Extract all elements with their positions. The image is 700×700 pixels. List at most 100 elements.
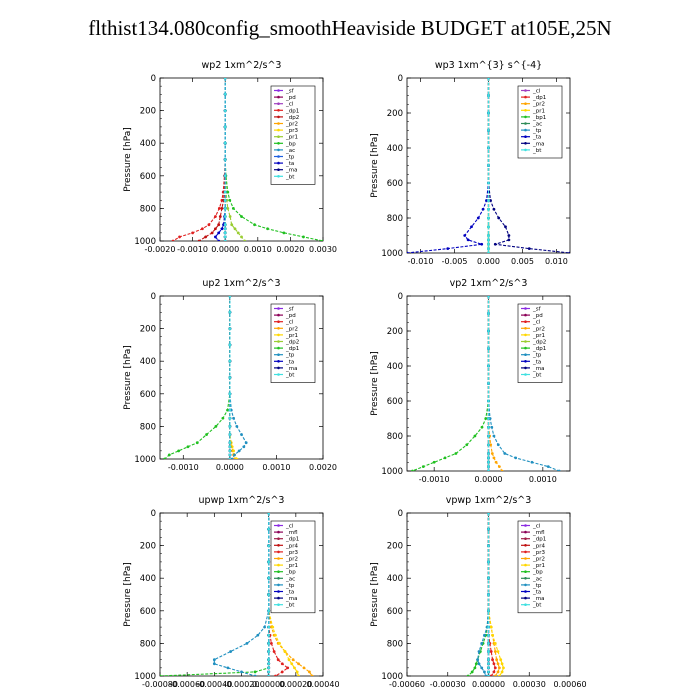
data-point bbox=[231, 207, 235, 210]
data-point bbox=[223, 215, 227, 218]
chart-title: vpwp 1xm^2/s^3 bbox=[446, 495, 532, 506]
legend-label: _ta bbox=[532, 590, 541, 596]
data-point bbox=[473, 666, 477, 670]
legend-marker bbox=[277, 320, 280, 324]
data-point bbox=[530, 460, 534, 464]
legend-box bbox=[517, 303, 563, 383]
data-point bbox=[291, 658, 295, 662]
data-point bbox=[226, 666, 230, 670]
data-point bbox=[487, 460, 490, 464]
legend-marker bbox=[524, 353, 527, 357]
x-tick-label: -0.0020 bbox=[145, 245, 176, 254]
data-point bbox=[477, 662, 481, 666]
data-point bbox=[466, 238, 470, 242]
data-point bbox=[489, 674, 493, 676]
series-group bbox=[466, 513, 505, 676]
legend-marker bbox=[524, 148, 527, 152]
legend-label: _ma bbox=[532, 141, 544, 147]
data-point bbox=[235, 457, 239, 459]
legend-label: _dp2 bbox=[285, 115, 299, 121]
legend-marker bbox=[277, 122, 280, 125]
x-tick-label: -0.00060 bbox=[389, 680, 425, 689]
legend-marker bbox=[277, 550, 280, 554]
data-point bbox=[500, 469, 504, 471]
data-point bbox=[177, 449, 181, 453]
data-point bbox=[267, 658, 271, 662]
legend-marker bbox=[277, 360, 280, 363]
chart-panel-6: vpwp 1xm^2/s^3 Pressure [hPa] 0 200 400 600 80… bbox=[370, 495, 587, 689]
legend-label: _pr1 bbox=[532, 563, 545, 569]
legend-label: _tp bbox=[532, 128, 542, 134]
legend-label: _pr1 bbox=[285, 333, 298, 339]
x-tick-label: 0.0010 bbox=[529, 475, 557, 484]
data-point bbox=[507, 234, 511, 237]
legend-label: _bp1 bbox=[532, 115, 546, 121]
legend-label: _pr1 bbox=[532, 108, 545, 114]
legend-label: _pd bbox=[532, 313, 543, 319]
y-axis-label: Pressure [hPa] bbox=[123, 345, 133, 410]
data-point bbox=[495, 658, 499, 662]
data-point bbox=[546, 465, 550, 469]
legend-marker bbox=[524, 524, 527, 527]
data-point bbox=[487, 329, 490, 333]
data-point bbox=[228, 376, 232, 379]
data-point bbox=[240, 215, 243, 218]
data-point bbox=[228, 359, 232, 363]
data-point bbox=[500, 670, 504, 674]
legend-marker bbox=[277, 327, 280, 330]
y-tick-label: 800 bbox=[387, 639, 403, 649]
data-point bbox=[485, 199, 488, 202]
legend-marker bbox=[277, 524, 280, 527]
y-axis-label: Pressure [hPa] bbox=[370, 133, 380, 198]
data-point bbox=[500, 662, 504, 666]
legend-marker bbox=[277, 135, 280, 138]
data-point bbox=[487, 399, 490, 403]
data-point bbox=[497, 465, 501, 469]
data-point bbox=[492, 662, 496, 666]
data-point bbox=[487, 164, 490, 167]
data-point bbox=[228, 327, 232, 330]
chart-panel-1: wp2 1xm^2/s^3 Pressure [hPa] 0 200 400 600 800… bbox=[123, 60, 337, 254]
legend: _cl_mfl_dp1_pr4_pr3_pr2_pr1_bp_ac_tp_ta_… bbox=[270, 520, 316, 614]
series-line bbox=[407, 78, 490, 253]
data-point bbox=[223, 198, 227, 202]
legend-marker bbox=[277, 333, 280, 337]
legend-marker bbox=[524, 135, 527, 138]
legend-marker bbox=[277, 583, 280, 587]
legend-label: _ta bbox=[532, 135, 541, 141]
legend-label: _ma bbox=[532, 366, 544, 372]
data-point bbox=[487, 238, 490, 242]
data-point bbox=[253, 223, 256, 227]
data-point bbox=[487, 364, 490, 368]
legend: _cl_mfl_dp1_pr4_pr3_pr2_pr1_bp_ac_tp_ta_… bbox=[517, 520, 563, 614]
y-tick-label: 200 bbox=[140, 542, 156, 552]
data-point bbox=[310, 674, 314, 676]
legend-marker bbox=[524, 340, 527, 343]
data-point bbox=[487, 251, 490, 253]
data-point bbox=[223, 227, 227, 231]
data-point bbox=[487, 633, 490, 637]
legend-label: _tp bbox=[285, 583, 295, 589]
data-point bbox=[487, 146, 490, 150]
legend-label: _bt bbox=[532, 148, 542, 154]
data-point bbox=[293, 666, 296, 670]
legend-label: _pr2 bbox=[532, 102, 545, 108]
data-point bbox=[407, 251, 409, 253]
legend-label: _cl bbox=[285, 524, 294, 530]
legend-marker bbox=[277, 544, 280, 547]
data-point bbox=[245, 642, 249, 645]
chart-title: up2 1xm^2/s^3 bbox=[202, 278, 280, 289]
data-point bbox=[266, 227, 269, 231]
data-point bbox=[487, 417, 490, 420]
data-point bbox=[267, 674, 271, 676]
legend-marker bbox=[524, 102, 527, 105]
y-tick-label: 600 bbox=[140, 172, 156, 182]
data-point bbox=[233, 453, 236, 457]
data-point bbox=[308, 670, 311, 674]
data-point bbox=[223, 223, 227, 227]
data-point bbox=[212, 662, 216, 666]
data-point bbox=[499, 658, 503, 662]
legend-label: _ac bbox=[532, 122, 542, 128]
legend-label: _bt bbox=[285, 174, 295, 180]
data-point bbox=[267, 666, 271, 670]
